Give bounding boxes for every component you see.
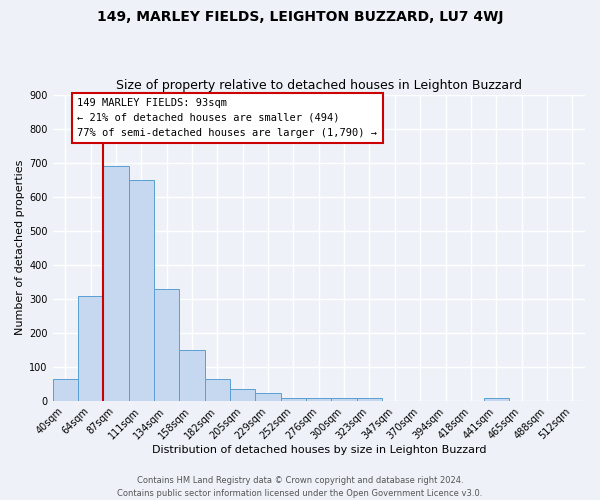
Bar [484,398,509,401]
Text: 149 MARLEY FIELDS: 93sqm
← 21% of detached houses are smaller (494)
77% of semi-: 149 MARLEY FIELDS: 93sqm ← 21% of detach… [77,98,377,138]
Bar [78,296,103,401]
Bar [205,379,230,401]
Bar [331,398,357,401]
Bar [53,379,78,401]
X-axis label: Distribution of detached houses by size in Leighton Buzzard: Distribution of detached houses by size … [152,445,486,455]
Bar [306,398,331,401]
Bar [281,398,306,401]
Y-axis label: Number of detached properties: Number of detached properties [15,160,25,336]
Bar [128,180,154,401]
Text: 149, MARLEY FIELDS, LEIGHTON BUZZARD, LU7 4WJ: 149, MARLEY FIELDS, LEIGHTON BUZZARD, LU… [97,10,503,24]
Bar [230,389,256,401]
Title: Size of property relative to detached houses in Leighton Buzzard: Size of property relative to detached ho… [116,79,522,92]
Bar [179,350,205,401]
Bar [154,288,179,401]
Bar [357,398,382,401]
Bar [256,394,281,401]
Text: Contains HM Land Registry data © Crown copyright and database right 2024.
Contai: Contains HM Land Registry data © Crown c… [118,476,482,498]
Bar [103,166,128,401]
